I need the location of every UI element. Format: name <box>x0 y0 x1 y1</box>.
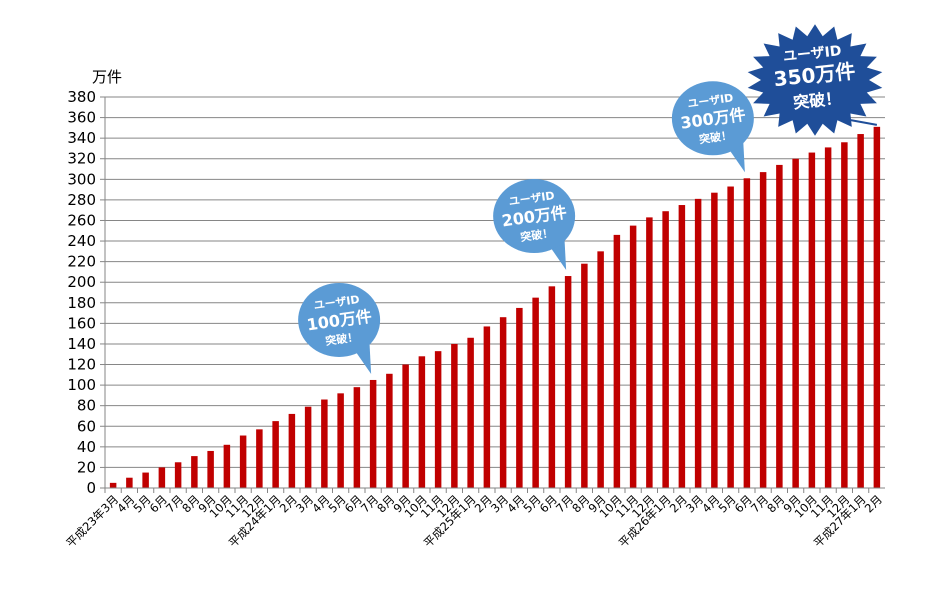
y-tick-label: 160 <box>67 314 96 332</box>
bar <box>776 164 783 488</box>
bar <box>873 126 881 488</box>
bar <box>678 205 686 488</box>
callout-text: 突破！ <box>792 88 842 112</box>
grid-lines <box>105 96 885 468</box>
bar <box>434 351 442 488</box>
callout-text: 突破！ <box>519 226 554 244</box>
bar <box>288 413 296 488</box>
y-tick-label: 120 <box>67 356 96 374</box>
bar <box>386 373 393 488</box>
bar <box>239 435 247 488</box>
callout-star <box>747 24 883 136</box>
bar <box>662 211 669 488</box>
y-tick-label: 220 <box>67 253 96 271</box>
callout-text: ユーザID <box>313 293 360 312</box>
bar <box>792 158 799 488</box>
bar <box>613 234 621 488</box>
bar <box>321 399 328 488</box>
x-tick-label: 平成23年3月 <box>63 492 121 550</box>
y-tick-label: 60 <box>77 417 96 435</box>
callout-bubble <box>298 282 381 357</box>
bar <box>532 297 539 488</box>
y-tick-label: 300 <box>67 170 96 188</box>
bars <box>109 126 881 489</box>
bar <box>337 393 344 488</box>
bar <box>548 286 556 488</box>
callout-text: ユーザID <box>687 91 734 110</box>
y-unit-label: 万件 <box>92 68 122 86</box>
callout-text: ユーザID <box>508 189 555 208</box>
bar <box>207 450 214 488</box>
bar <box>402 364 409 488</box>
bar <box>629 225 637 489</box>
y-tick-label: 240 <box>67 232 96 250</box>
bar <box>126 477 133 488</box>
callouts: ユーザID100万件突破！ユーザID200万件突破！ユーザID300万件突破！ユ… <box>298 24 883 374</box>
bar <box>158 467 166 488</box>
callout-text: 突破！ <box>324 330 359 348</box>
bar <box>727 186 734 488</box>
bar <box>418 356 426 488</box>
bar <box>564 276 572 488</box>
bar <box>597 251 604 488</box>
bar <box>467 337 474 488</box>
y-tick-label: 180 <box>67 294 96 312</box>
bar <box>451 343 458 488</box>
bar <box>109 482 117 488</box>
bar <box>142 472 149 488</box>
y-tick-label: 80 <box>77 397 96 415</box>
bar <box>694 198 702 488</box>
y-tick-label: 360 <box>67 109 96 127</box>
bar <box>743 178 751 488</box>
y-tick-label: 140 <box>67 335 96 353</box>
bar <box>516 307 523 488</box>
callout-bubble <box>671 81 754 156</box>
callout-pointer <box>849 119 878 126</box>
y-axis: 0 20 40 60 80 100 120 140 160 180 200 220 240 260 280 3… <box>67 88 106 497</box>
y-tick-label: 100 <box>67 376 96 394</box>
bar <box>223 444 231 488</box>
callout-text: 突破！ <box>698 128 733 146</box>
callout-bubble <box>493 179 576 254</box>
bar <box>808 152 816 488</box>
y-tick-label: 260 <box>67 211 96 229</box>
bar <box>369 379 377 488</box>
bar <box>191 456 198 488</box>
y-tick-label: 380 <box>67 88 96 106</box>
x-axis: 平成23年3月4月5月6月7月8月9月10月11月12月平成24年1月2月3月4… <box>63 487 885 550</box>
bar <box>483 326 491 488</box>
y-tick-label: 320 <box>67 150 96 168</box>
bar <box>353 387 361 488</box>
bar <box>272 421 279 488</box>
y-tick-label: 280 <box>67 191 96 209</box>
bar <box>857 134 864 488</box>
bar <box>581 263 588 488</box>
bar <box>711 192 718 488</box>
y-tick-label: 40 <box>77 438 96 456</box>
bar <box>824 147 832 488</box>
x-tick-label: 2月 <box>862 492 885 515</box>
bar <box>256 429 263 488</box>
y-tick-label: 200 <box>67 273 96 291</box>
bar <box>499 317 507 488</box>
bar <box>174 462 182 488</box>
bar <box>646 217 653 488</box>
bar <box>759 172 767 488</box>
bar <box>841 142 848 488</box>
callout-text: ユーザID <box>782 43 842 65</box>
y-tick-label: 0 <box>86 479 96 497</box>
y-tick-label: 340 <box>67 129 96 147</box>
bar <box>304 406 312 488</box>
y-tick-label: 20 <box>77 458 96 476</box>
